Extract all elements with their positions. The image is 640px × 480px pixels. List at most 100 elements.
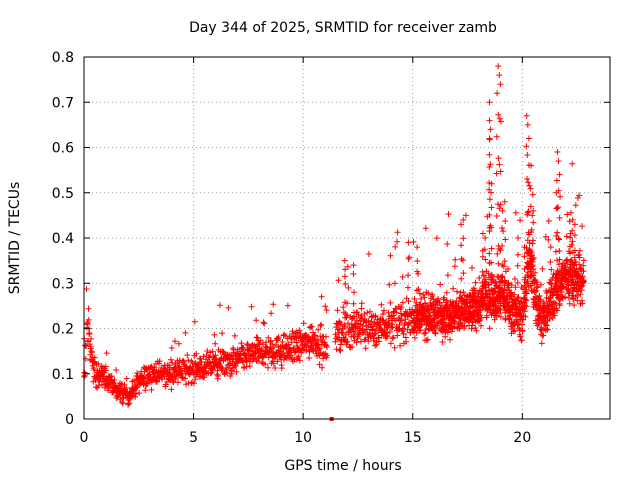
data-point [542,233,549,240]
data-point [424,305,431,312]
data-point [336,346,343,353]
y-tick-label: 0.5 [52,186,74,202]
data-point [574,195,581,201]
data-point [324,352,331,359]
grid [84,57,610,419]
data-point [575,251,582,258]
data-point [394,229,401,236]
data-point [136,390,143,397]
data-point [323,333,329,340]
data-point [522,313,529,320]
data-point [556,261,562,268]
data-point [486,211,493,218]
data-point [398,317,405,324]
data-point [219,348,226,355]
data-point [496,245,503,252]
data-point [497,313,504,320]
data-point [312,332,318,339]
data-point [496,161,503,168]
data-point [214,367,221,374]
data-point [350,300,357,307]
data-point [306,355,313,361]
data-point [391,344,398,351]
data-point [523,290,530,297]
data-point [176,357,183,364]
data-point [571,247,578,254]
data-point [398,304,405,311]
data-point [537,281,544,288]
data-point [580,257,587,264]
data-point [400,325,407,332]
data-point [486,196,493,203]
data-point [496,205,503,212]
x-axis-label: GPS time / hours [284,458,401,474]
data-point [379,317,386,323]
data-point [571,221,578,228]
data-point [337,347,344,354]
data-point [499,242,506,249]
data-point [86,330,93,336]
data-point [244,358,250,365]
data-point [423,337,430,344]
data-point [522,302,528,309]
data-point [216,360,223,367]
data-point [364,326,370,333]
data-point [512,209,519,216]
data-point [405,284,411,291]
data-point [337,341,344,348]
data-point [379,311,386,318]
data-point [527,273,534,280]
data-point [433,235,440,242]
data-point [521,276,528,283]
data-point [567,250,573,257]
data-point [296,327,303,334]
data-point [431,327,438,334]
data-point [95,382,102,389]
data-point [527,185,534,192]
data-point [556,171,563,178]
data-point [457,289,464,296]
data-point [493,308,500,315]
data-point [524,121,531,128]
data-point [230,345,236,352]
data-point [535,320,542,327]
data-point [183,381,190,388]
data-point [411,334,418,341]
data-point [421,330,428,337]
data-point [394,332,401,339]
data-point [344,338,351,345]
axis-ticks: 0 0.1 0.2 0.3 0.4 0.5 0.6 0.7 0.8 0 5 10 15 20 [52,50,610,446]
data-point [317,322,324,329]
data-point [272,365,279,371]
data-point [476,275,483,281]
data-point [564,211,571,218]
data-point [568,256,575,263]
data-point [376,338,382,345]
data-point [118,381,125,387]
data-point [556,236,563,243]
data-point [422,225,429,232]
data-point [233,368,240,375]
data-point [211,331,218,338]
data-point [523,297,530,304]
data-point [544,326,551,333]
data-point [496,72,503,79]
data-point [345,320,351,327]
data-point [533,288,540,294]
data-point [95,360,102,367]
data-point [553,177,560,184]
data-point [525,179,532,186]
data-point [378,301,385,308]
data-point [458,221,464,228]
data-point [275,334,282,341]
data-point [485,270,492,277]
y-tick-label: 0 [65,412,74,428]
data-point [400,331,407,337]
data-point [432,330,439,337]
data-point [438,302,445,309]
data-point [537,296,544,303]
data-point [483,312,490,319]
data-point [486,250,493,257]
data-point [454,288,460,295]
data-point [92,373,99,380]
